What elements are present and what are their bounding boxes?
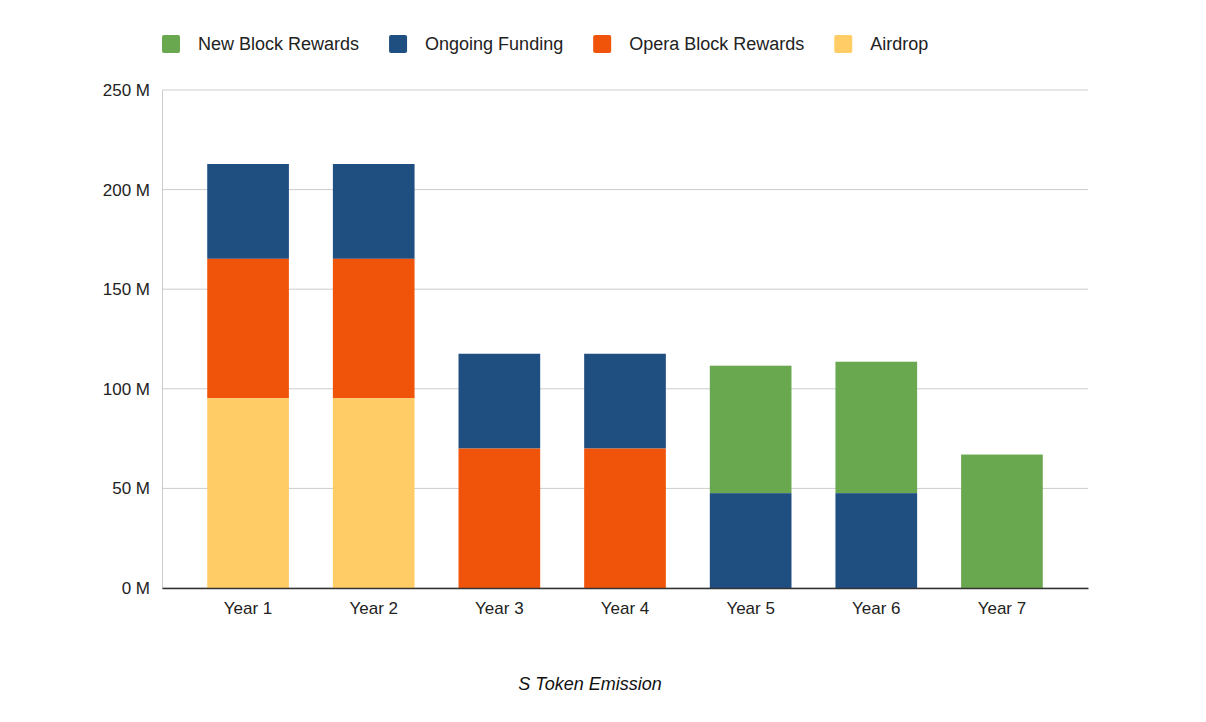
tick: Year 2: [349, 588, 398, 618]
tick-label: Year 3: [475, 599, 524, 618]
title: S Token Emission: [518, 674, 661, 694]
tick-label: Year 7: [978, 599, 1027, 618]
tick-label: Year 4: [601, 599, 650, 618]
y-axis: 0 M 50 M 100 M 150 M 200 M 250 M: [103, 81, 163, 598]
bar: [584, 449, 666, 588]
bar: [333, 259, 415, 398]
tick: Year 1: [224, 588, 273, 618]
tick-label: 250 M: [103, 81, 150, 100]
tick: Year 3: [475, 588, 524, 618]
grid-line: [162, 289, 1088, 290]
legend-label: New Block Rewards: [198, 34, 359, 54]
grid: [162, 90, 1088, 588]
tick-label: Year 5: [726, 599, 775, 618]
bar: [835, 362, 917, 493]
tick: 100 M: [103, 380, 162, 399]
bar: [961, 455, 1043, 588]
axis-line: [163, 588, 1089, 590]
tick: 50 M: [112, 479, 162, 498]
bar: [710, 366, 792, 493]
legend-label: Opera Block Rewards: [629, 34, 804, 54]
tick: Year 5: [726, 588, 775, 618]
bar: [207, 164, 289, 259]
legend-swatch: [593, 35, 611, 53]
legend-swatch: [389, 35, 407, 53]
legend-label: Ongoing Funding: [425, 34, 563, 54]
tick: 150 M: [103, 280, 162, 299]
tick-label: 200 M: [103, 181, 150, 200]
bar: [835, 493, 917, 588]
bar: [459, 354, 541, 449]
tick: Year 6: [852, 588, 901, 618]
legend-label: Airdrop: [870, 34, 928, 54]
bar: [710, 493, 792, 588]
tick: 250 M: [103, 81, 162, 100]
tick-label: Year 2: [349, 599, 398, 618]
tick-label: Year 6: [852, 599, 901, 618]
axis-line: [162, 91, 163, 589]
series: [710, 362, 1043, 588]
bar: [207, 398, 289, 588]
tick: 0 M: [122, 579, 162, 598]
tick: 200 M: [103, 181, 162, 200]
tick-label: 100 M: [103, 380, 150, 399]
bar: [584, 354, 666, 449]
x-axis: Year 1 Year 2 Year 3 Year 4 Year 5 Year 6 Year…: [163, 588, 1089, 618]
bar: [333, 398, 415, 588]
bar: [459, 449, 541, 588]
legend-swatch: [834, 35, 852, 53]
legend-swatch: [162, 35, 180, 53]
tick-label: 50 M: [112, 479, 150, 498]
grid-line: [162, 90, 1088, 91]
tick: Year 4: [601, 588, 650, 618]
bar: [207, 259, 289, 398]
bars: [207, 164, 1043, 588]
series: [207, 259, 666, 588]
chart: 0 M50 M100 M150 M200 M250 MYear 1Year 2Y…: [0, 0, 1206, 722]
series: [207, 398, 414, 588]
tick-label: 0 M: [122, 579, 150, 598]
grid-line: [162, 189, 1088, 190]
legend: New Block Rewards Ongoing Funding Opera Bl…: [162, 34, 928, 54]
series: [207, 164, 917, 588]
tick-label: 150 M: [103, 280, 150, 299]
bar: [333, 164, 415, 259]
tick-label: Year 1: [224, 599, 273, 618]
tick: Year 7: [978, 588, 1027, 618]
